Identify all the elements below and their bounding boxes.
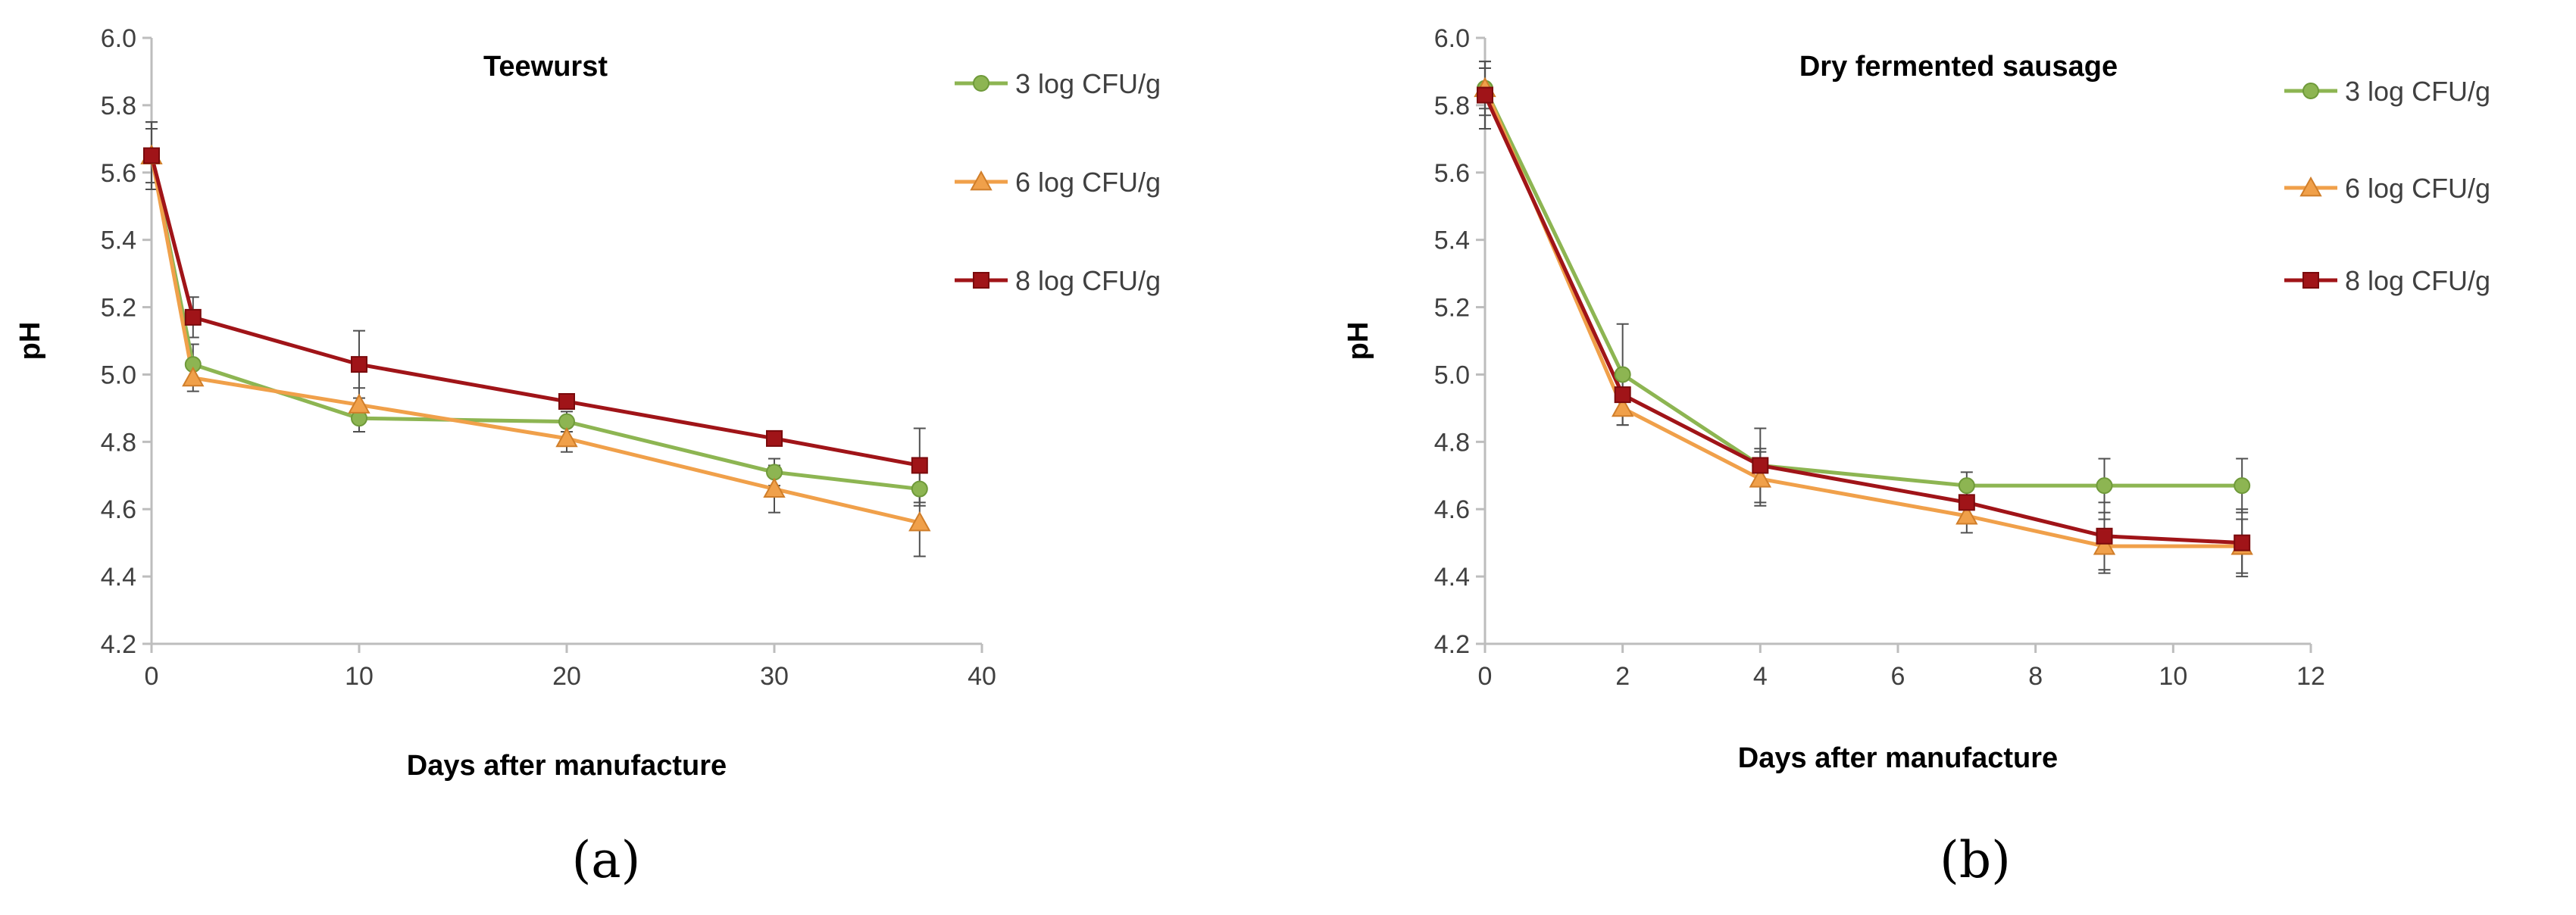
y-tick-label: 4.2 — [1434, 630, 1470, 659]
data-point — [2096, 477, 2113, 495]
data-point — [558, 413, 575, 430]
x-tick-label: 12 — [2296, 662, 2325, 691]
y-tick-label: 5.2 — [101, 294, 136, 323]
x-tick-label: 6 — [1891, 662, 1905, 691]
data-point — [1752, 457, 1769, 474]
legend-marker — [2302, 83, 2319, 99]
legend-label: 3 log CFU/g — [1015, 68, 1161, 99]
chart-title: Dry fermented sausage — [1799, 51, 2118, 83]
y-tick-label: 6.0 — [101, 24, 136, 53]
legend-item: 8 log CFU/g — [2284, 265, 2490, 296]
data-point — [2096, 527, 2113, 545]
data-point — [763, 477, 786, 498]
series-line — [149, 155, 921, 467]
y-tick-label: 4.8 — [101, 428, 136, 457]
x-tick-label: 40 — [968, 662, 996, 691]
data-point — [1958, 494, 1975, 511]
legend-item: 3 log CFU/g — [955, 68, 1161, 99]
y-tick-label: 5.4 — [101, 226, 136, 255]
legend-marker — [970, 170, 993, 191]
y-tick-label: 5.8 — [1434, 92, 1470, 120]
series-line — [149, 155, 921, 492]
y-tick-label: 5.0 — [1434, 361, 1470, 389]
data-point — [184, 308, 202, 326]
data-point — [911, 480, 928, 498]
x-tick-label: 10 — [345, 662, 374, 691]
series-1 — [1479, 61, 2249, 514]
series-line — [1483, 87, 2243, 548]
legend-label: 6 log CFU/g — [2345, 173, 2490, 204]
data-point — [1611, 396, 1634, 417]
data-point — [1749, 467, 1772, 488]
data-point — [143, 147, 160, 164]
legend-item: 6 log CFU/g — [955, 167, 1161, 198]
data-point — [911, 457, 928, 474]
data-point — [1477, 86, 1493, 104]
data-point — [351, 356, 367, 373]
y-tick-label: 6.0 — [1434, 24, 1470, 53]
y-tick-label: 5.6 — [101, 159, 136, 188]
data-point — [2234, 534, 2251, 551]
legend-item: 6 log CFU/g — [2284, 173, 2490, 204]
data-point — [1955, 504, 1978, 525]
data-point — [1614, 366, 1631, 383]
legend-item: 3 log CFU/g — [2284, 76, 2490, 107]
y-tick-label: 5.0 — [101, 361, 136, 389]
series-line — [149, 155, 921, 525]
legend-item: 8 log CFU/g — [955, 265, 1161, 296]
y-tick-label: 4.4 — [101, 563, 136, 592]
legend-label: 3 log CFU/g — [2345, 76, 2490, 107]
legend-marker — [973, 75, 989, 92]
data-point — [1958, 477, 1975, 495]
panel-label: (a) — [572, 831, 641, 889]
data-point — [2234, 477, 2251, 495]
chart-panel-a: 4.2 4.4 4.6 4.8 5.0 5.2 5.4 5.6 5.8 6.0 0 10 20 30 40 T… — [14, 24, 1161, 889]
series-line — [1483, 87, 2243, 488]
series-2 — [145, 128, 926, 557]
legend-label: 6 log CFU/g — [1015, 167, 1161, 198]
legend-label: 8 log CFU/g — [2345, 265, 2490, 296]
y-axis-label: pH — [14, 322, 46, 361]
y-tick-label: 4.4 — [1434, 563, 1470, 592]
y-tick-label: 5.2 — [1434, 294, 1470, 323]
data-point — [1614, 386, 1631, 404]
legend-label: 8 log CFU/g — [1015, 265, 1161, 296]
series-line — [1483, 94, 2243, 545]
series-1 — [145, 121, 926, 507]
data-point — [908, 511, 931, 532]
data-point — [348, 393, 370, 414]
y-tick-label: 5.4 — [1434, 226, 1470, 255]
chart-panel-b: 4.2 4.4 4.6 4.8 5.0 5.2 5.4 5.6 5.8 6.0 0 2 4 6 8 10 12 D… — [1343, 24, 2490, 889]
y-tick-label: 4.6 — [1434, 495, 1470, 524]
panel-label: (b) — [1940, 831, 2011, 889]
x-tick-label: 30 — [760, 662, 789, 691]
x-tick-label: 20 — [552, 662, 581, 691]
x-tick-label: 10 — [2159, 662, 2187, 691]
data-point — [766, 464, 783, 481]
y-tick-label: 4.6 — [101, 495, 136, 524]
data-point — [182, 366, 205, 387]
data-point — [558, 393, 575, 410]
legend-marker — [973, 272, 989, 289]
x-axis-label: Days after manufacture — [1738, 742, 2058, 774]
data-point — [2093, 535, 2116, 555]
y-tick-label: 5.6 — [1434, 159, 1470, 188]
x-tick-label: 8 — [2028, 662, 2043, 691]
legend-marker — [2302, 272, 2319, 289]
x-axis-label: Days after manufacture — [407, 750, 727, 782]
y-tick-label: 4.8 — [1434, 428, 1470, 457]
y-axis-label: pH — [1343, 322, 1374, 361]
data-point — [555, 426, 578, 448]
legend-marker — [2299, 176, 2322, 197]
x-tick-label: 2 — [1615, 662, 1630, 691]
data-point — [766, 429, 783, 447]
x-tick-label: 0 — [1478, 662, 1493, 691]
y-tick-label: 4.2 — [101, 630, 136, 659]
x-tick-label: 4 — [1753, 662, 1768, 691]
chart-title: Teewurst — [483, 51, 608, 83]
y-tick-label: 5.8 — [101, 92, 136, 120]
x-tick-label: 0 — [145, 662, 159, 691]
